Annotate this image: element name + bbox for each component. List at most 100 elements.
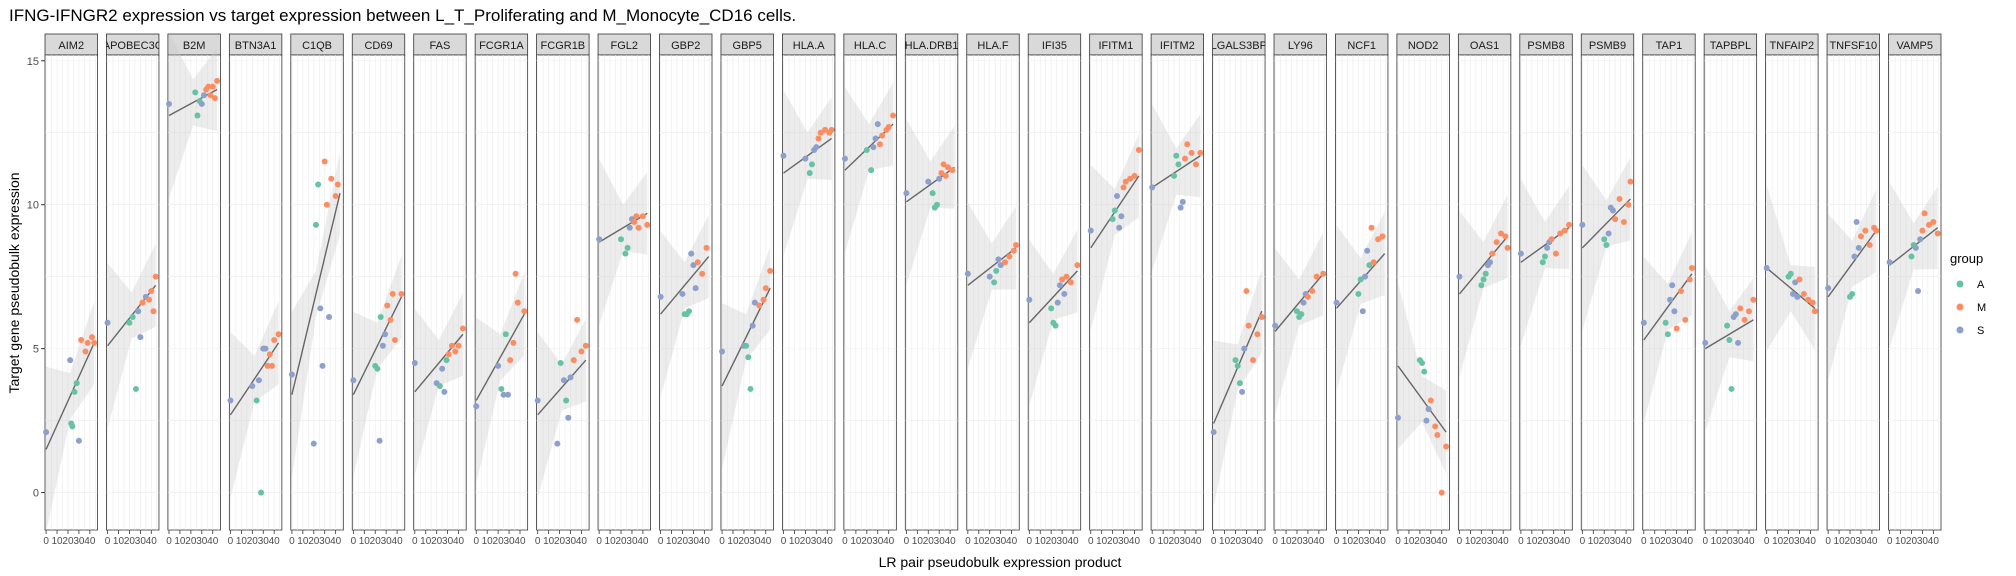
x-tick-label: 0 bbox=[1764, 536, 1770, 547]
facet-strip-label: PSMB9 bbox=[1589, 40, 1626, 52]
facet-panel: TAP1 0 10 20 30 40 bbox=[1640, 33, 1696, 547]
data-point bbox=[132, 385, 139, 392]
fit-confidence-ribbon bbox=[476, 272, 525, 484]
y-tick-label: 0 bbox=[33, 488, 39, 500]
data-point bbox=[903, 190, 910, 197]
fit-confidence-ribbon bbox=[1889, 182, 1938, 349]
x-tick-label: 0 bbox=[658, 536, 664, 547]
facet-background bbox=[290, 54, 344, 531]
data-point bbox=[1857, 233, 1864, 240]
data-point bbox=[1010, 247, 1017, 254]
data-point bbox=[1239, 388, 1246, 395]
data-point bbox=[749, 322, 756, 329]
fit-confidence-ribbon bbox=[168, 32, 218, 199]
data-point bbox=[1111, 207, 1118, 214]
data-point bbox=[1366, 262, 1373, 269]
y-tick-label: 10 bbox=[27, 200, 39, 212]
data-point bbox=[1605, 230, 1612, 237]
data-point bbox=[925, 178, 932, 185]
x-tick-label: 20 bbox=[124, 536, 136, 547]
fit-line bbox=[352, 296, 403, 396]
fit-line bbox=[660, 256, 710, 315]
data-point bbox=[1184, 141, 1191, 148]
data-point bbox=[1074, 262, 1081, 269]
data-point bbox=[633, 213, 640, 220]
x-tick-label: 40 bbox=[392, 536, 404, 547]
data-point bbox=[1423, 417, 1430, 424]
x-tick-label: 20 bbox=[800, 536, 812, 547]
data-point bbox=[756, 302, 763, 309]
data-point bbox=[459, 325, 466, 332]
facet-background bbox=[904, 54, 959, 531]
data-point bbox=[929, 190, 936, 197]
data-point bbox=[310, 440, 317, 447]
x-tick-label: 30 bbox=[1671, 536, 1683, 547]
facet-background bbox=[966, 54, 1020, 531]
data-point bbox=[148, 288, 155, 295]
x-tick-label: 20 bbox=[1783, 536, 1795, 547]
x-tick-label: 40 bbox=[146, 536, 158, 547]
data-point bbox=[1664, 331, 1671, 338]
data-point bbox=[1750, 296, 1757, 303]
data-point bbox=[249, 383, 256, 390]
x-tick-label: 10 bbox=[1895, 536, 1907, 547]
data-point bbox=[1800, 290, 1807, 297]
data-point bbox=[328, 175, 335, 182]
data-point bbox=[557, 360, 564, 367]
x-tick-label: 10 bbox=[1588, 536, 1600, 547]
data-point bbox=[1456, 273, 1463, 280]
x-tick-label: 0 bbox=[1149, 536, 1155, 547]
facet-background bbox=[413, 54, 467, 531]
x-tick-label: 20 bbox=[1414, 536, 1426, 547]
x-tick-label: 40 bbox=[1313, 536, 1325, 547]
facet-strip-label: APOBEC3C bbox=[103, 40, 163, 52]
facet-panel: FAS 0 10 20 30 40 bbox=[411, 33, 467, 547]
facet-background bbox=[782, 54, 836, 531]
data-point bbox=[255, 377, 262, 384]
data-point bbox=[1763, 265, 1770, 272]
data-point bbox=[1862, 227, 1869, 234]
x-tick-label: 40 bbox=[1621, 536, 1633, 547]
data-point bbox=[1320, 270, 1327, 277]
facet-strip-label: FCGR1B bbox=[541, 40, 586, 52]
fit-line bbox=[1704, 319, 1754, 350]
facet-panel: LGALS3BP 0 10 20 30 40 bbox=[1210, 33, 1266, 547]
data-point bbox=[288, 371, 295, 378]
fit-line bbox=[1643, 273, 1693, 341]
x-tick-label: 40 bbox=[514, 536, 526, 547]
facet-background bbox=[167, 54, 221, 531]
data-point bbox=[1930, 218, 1937, 225]
data-point bbox=[1544, 244, 1551, 251]
x-tick-label: 0 bbox=[1702, 536, 1708, 547]
facet-background bbox=[1335, 54, 1389, 531]
data-point bbox=[192, 89, 199, 96]
data-point bbox=[71, 388, 78, 395]
facet-background bbox=[351, 54, 406, 531]
data-point bbox=[1934, 230, 1941, 237]
x-tick-label: 10 bbox=[482, 536, 494, 547]
x-tick-label: 40 bbox=[822, 536, 834, 547]
data-point bbox=[78, 337, 85, 343]
data-point bbox=[91, 339, 98, 346]
data-point bbox=[510, 339, 517, 346]
x-tick-label: 30 bbox=[1487, 536, 1499, 547]
x-tick-label: 30 bbox=[1179, 536, 1191, 547]
data-point bbox=[1579, 221, 1586, 228]
data-point bbox=[150, 308, 157, 315]
chart-title: IFNG-IFNGR2 expression vs target express… bbox=[9, 6, 796, 25]
x-tick-label: 10 bbox=[1403, 536, 1415, 547]
facet-panel: FGL2 0 10 20 30 40 bbox=[596, 33, 651, 547]
x-tick-label: 0 bbox=[842, 536, 848, 547]
data-point bbox=[439, 365, 446, 372]
data-point bbox=[1917, 236, 1924, 243]
x-tick-label: 40 bbox=[1436, 536, 1448, 547]
data-point bbox=[1173, 152, 1180, 159]
x-tick-label: 0 bbox=[351, 536, 357, 547]
x-tick-label: 0 bbox=[1211, 536, 1217, 547]
data-point bbox=[1443, 443, 1450, 450]
data-point bbox=[441, 388, 448, 395]
x-tick-label: 20 bbox=[370, 536, 382, 547]
data-point bbox=[1925, 221, 1932, 228]
x-tick-label: 30 bbox=[1917, 536, 1929, 547]
data-point bbox=[1355, 290, 1362, 297]
